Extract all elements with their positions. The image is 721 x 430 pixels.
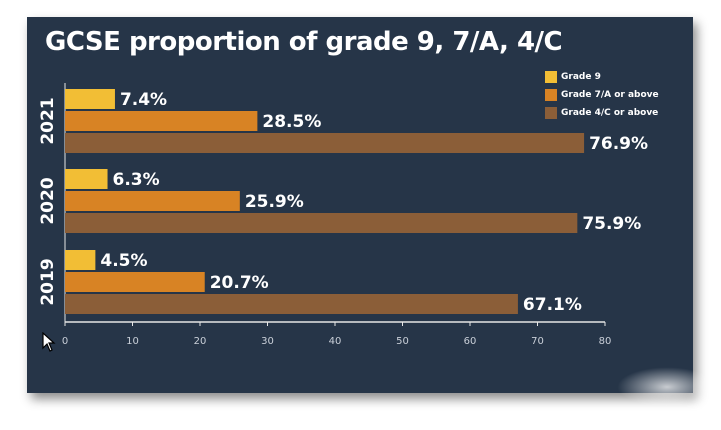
legend-swatch [545, 107, 557, 119]
legend-item: Grade 4/C or above [545, 105, 659, 121]
x-tick-label: 80 [599, 336, 612, 347]
category-label: 2021 [38, 97, 58, 144]
x-tick-label: 10 [126, 336, 139, 347]
bar [65, 89, 115, 109]
watermark-glow [617, 367, 717, 407]
bar [65, 191, 240, 211]
data-label: 76.9% [589, 134, 648, 154]
x-tick-label: 0 [62, 336, 68, 347]
x-tick-label: 50 [396, 336, 409, 347]
chart-legend: Grade 9 Grade 7/A or above Grade 4/C or ab… [545, 69, 659, 123]
bar [65, 213, 578, 233]
bar [65, 111, 258, 131]
x-tick-label: 30 [261, 336, 274, 347]
legend-swatch [545, 71, 557, 83]
legend-label: Grade 7/A or above [561, 90, 659, 100]
chart-title: GCSE proportion of grade 9, 7/A, 4/C [45, 27, 563, 57]
data-label: 6.3% [113, 170, 160, 190]
category-label: 2019 [38, 258, 58, 305]
data-label: 28.5% [262, 112, 321, 132]
legend-swatch [545, 89, 557, 101]
data-label: 25.9% [245, 192, 304, 212]
legend-item: Grade 9 [545, 69, 659, 85]
x-tick-label: 60 [464, 336, 477, 347]
legend-label: Grade 9 [561, 72, 601, 82]
x-tick-label: 70 [531, 336, 544, 347]
x-tick-label: 40 [329, 336, 342, 347]
bar [65, 133, 585, 153]
legend-item: Grade 7/A or above [545, 87, 659, 103]
bar [65, 250, 96, 270]
data-label: 7.4% [120, 90, 167, 110]
bar-chart: 0 10 20 30 40 50 60 70 80 2021 7.4% 28.5% 76.9% 2020 6… [38, 83, 648, 347]
data-label: 4.5% [100, 251, 147, 271]
bar [65, 294, 518, 314]
bar [65, 169, 108, 189]
mouse-cursor-icon [42, 332, 56, 352]
bar [65, 272, 205, 292]
data-label: 20.7% [210, 273, 269, 293]
legend-label: Grade 4/C or above [561, 108, 659, 118]
category-label: 2020 [38, 177, 58, 224]
chart-frame: GCSE proportion of grade 9, 7/A, 4/C 0 10… [27, 17, 717, 407]
x-tick-label: 20 [194, 336, 207, 347]
data-label: 75.9% [582, 214, 641, 234]
data-label: 67.1% [523, 295, 582, 315]
